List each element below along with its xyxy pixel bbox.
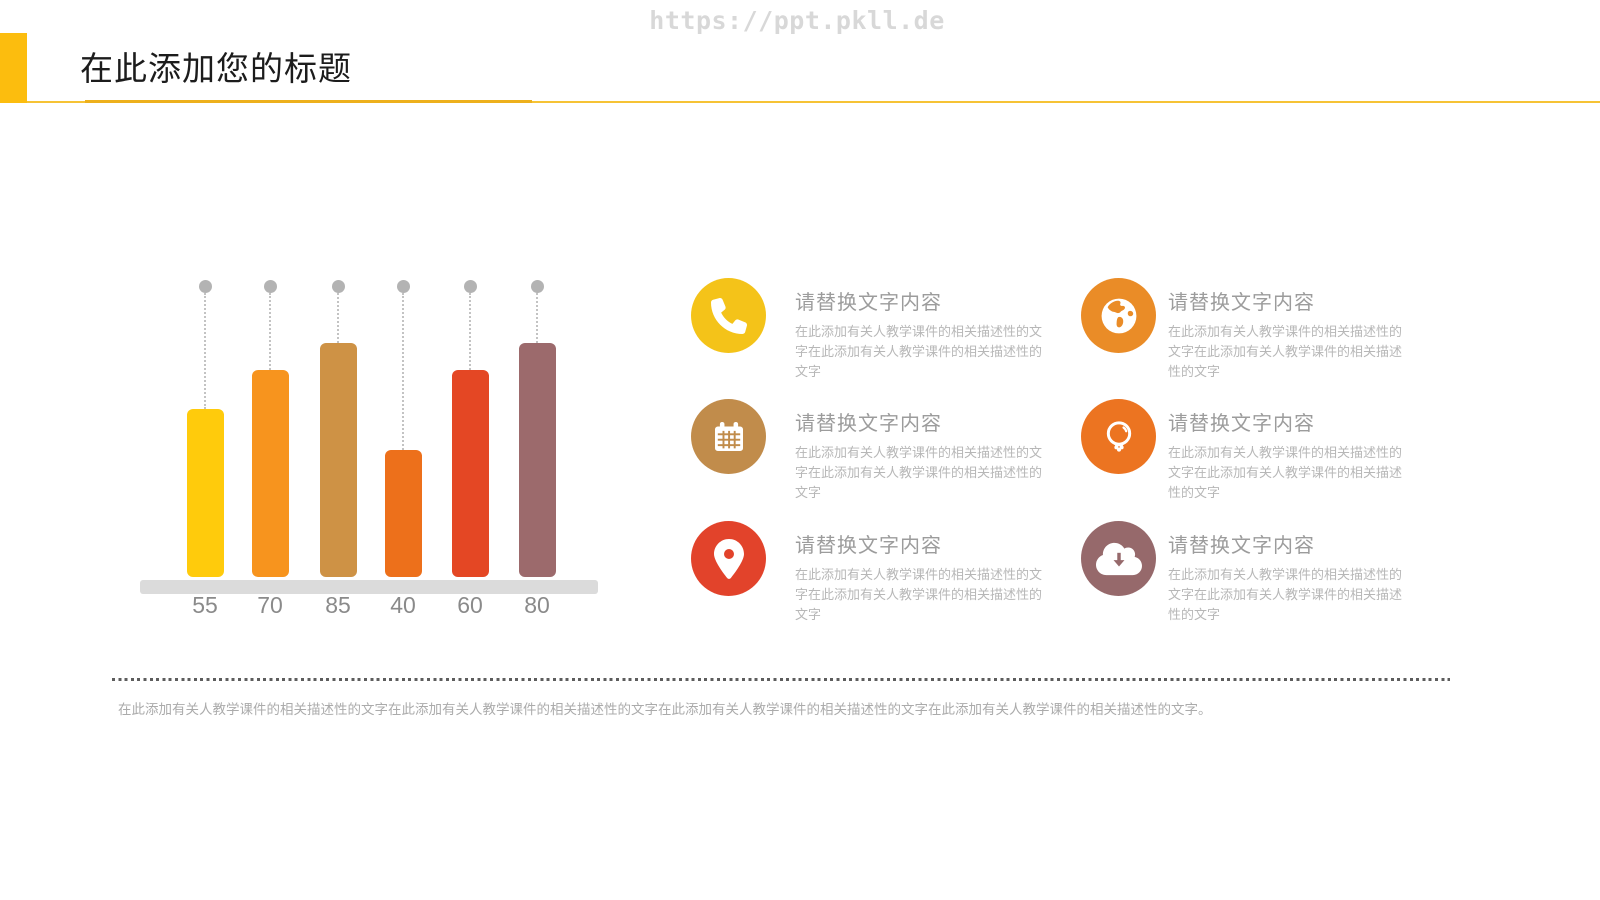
- chart-baseline: [140, 580, 598, 594]
- watermark-url: https://ppt.pkll.de: [649, 6, 945, 35]
- chart-dotted-dropline: [536, 293, 538, 343]
- chart-bar: [251, 370, 289, 577]
- chart-marker-dot: [463, 280, 477, 293]
- feature-item: 请替换文字内容在此添加有关人教学课件的相关描述性的文字在此添加有关人教学课件的相…: [1081, 278, 1408, 379]
- chart-marker-dot: [331, 280, 345, 293]
- chart-marker-dot: [198, 280, 212, 293]
- chart-bar: [319, 343, 357, 577]
- chart-bar: [186, 409, 224, 577]
- feature-item: 请替换文字内容在此添加有关人教学课件的相关描述性的文字在此添加有关人教学课件的相…: [1081, 399, 1408, 500]
- title-underline: [27, 101, 1600, 103]
- chart-bar-value-label: 55: [192, 592, 218, 618]
- chart-dotted-dropline: [469, 293, 471, 370]
- chart-bar: [518, 343, 556, 577]
- chart-dotted-dropline: [269, 293, 271, 370]
- chart-bar-value-label: 70: [257, 592, 283, 618]
- phone-icon: [691, 278, 766, 353]
- title-accent-block: [0, 33, 27, 103]
- chart-bar: [384, 450, 422, 577]
- chart-bar-value-label: 40: [390, 592, 416, 618]
- page-title: 在此添加您的标题: [80, 50, 352, 87]
- feature-description: 在此添加有关人教学课件的相关描述性的文字在此添加有关人教学课件的相关描述性的文字: [795, 445, 1043, 500]
- feature-description: 在此添加有关人教学课件的相关描述性的文字在此添加有关人教学课件的相关描述性的文字: [795, 324, 1043, 379]
- globe-icon: [1081, 278, 1156, 353]
- feature-description: 在此添加有关人教学课件的相关描述性的文字在此添加有关人教学课件的相关描述性的文字: [795, 567, 1043, 622]
- lightbulb-icon: [1081, 399, 1156, 474]
- feature-title: 请替换文字内容: [795, 413, 942, 435]
- bar-chart: 55 70 85 40 60 80: [0, 0, 650, 650]
- chart-bar-value-label: 85: [325, 592, 351, 618]
- calendar-icon: [691, 399, 766, 474]
- feature-title: 请替换文字内容: [795, 535, 942, 557]
- cloud-download-icon: [1081, 521, 1156, 596]
- feature-title: 请替换文字内容: [1168, 413, 1315, 435]
- chart-bar-value-label: 60: [457, 592, 483, 618]
- chart-dotted-dropline: [337, 293, 339, 343]
- feature-item: 请替换文字内容在此添加有关人教学课件的相关描述性的文字在此添加有关人教学课件的相…: [691, 521, 1047, 622]
- feature-title: 请替换文字内容: [1168, 535, 1315, 557]
- chart-marker-dot: [396, 280, 410, 293]
- feature-description: 在此添加有关人教学课件的相关描述性的文字在此添加有关人教学课件的相关描述性的文字: [1168, 445, 1403, 500]
- chart-marker-dot: [263, 280, 277, 293]
- chart-dotted-dropline: [402, 293, 404, 450]
- location-pin-icon: [691, 521, 766, 596]
- chart-bar-value-label: 80: [524, 592, 550, 618]
- feature-description: 在此添加有关人教学课件的相关描述性的文字在此添加有关人教学课件的相关描述性的文字: [1168, 324, 1403, 379]
- chart-bar: [451, 370, 489, 577]
- title-underline-accent: [85, 100, 532, 103]
- feature-item: 请替换文字内容在此添加有关人教学课件的相关描述性的文字在此添加有关人教学课件的相…: [1081, 521, 1408, 622]
- feature-title: 请替换文字内容: [795, 292, 942, 314]
- feature-item: 请替换文字内容在此添加有关人教学课件的相关描述性的文字在此添加有关人教学课件的相…: [691, 278, 1047, 379]
- dotted-divider: [112, 678, 1450, 681]
- feature-item: 请替换文字内容在此添加有关人教学课件的相关描述性的文字在此添加有关人教学课件的相…: [691, 399, 1047, 500]
- footer-description: 在此添加有关人教学课件的相关描述性的文字在此添加有关人教学课件的相关描述性的文字…: [118, 702, 1212, 717]
- feature-title: 请替换文字内容: [1168, 292, 1315, 314]
- feature-description: 在此添加有关人教学课件的相关描述性的文字在此添加有关人教学课件的相关描述性的文字: [1168, 567, 1403, 622]
- chart-marker-dot: [530, 280, 544, 293]
- chart-dotted-dropline: [204, 293, 206, 409]
